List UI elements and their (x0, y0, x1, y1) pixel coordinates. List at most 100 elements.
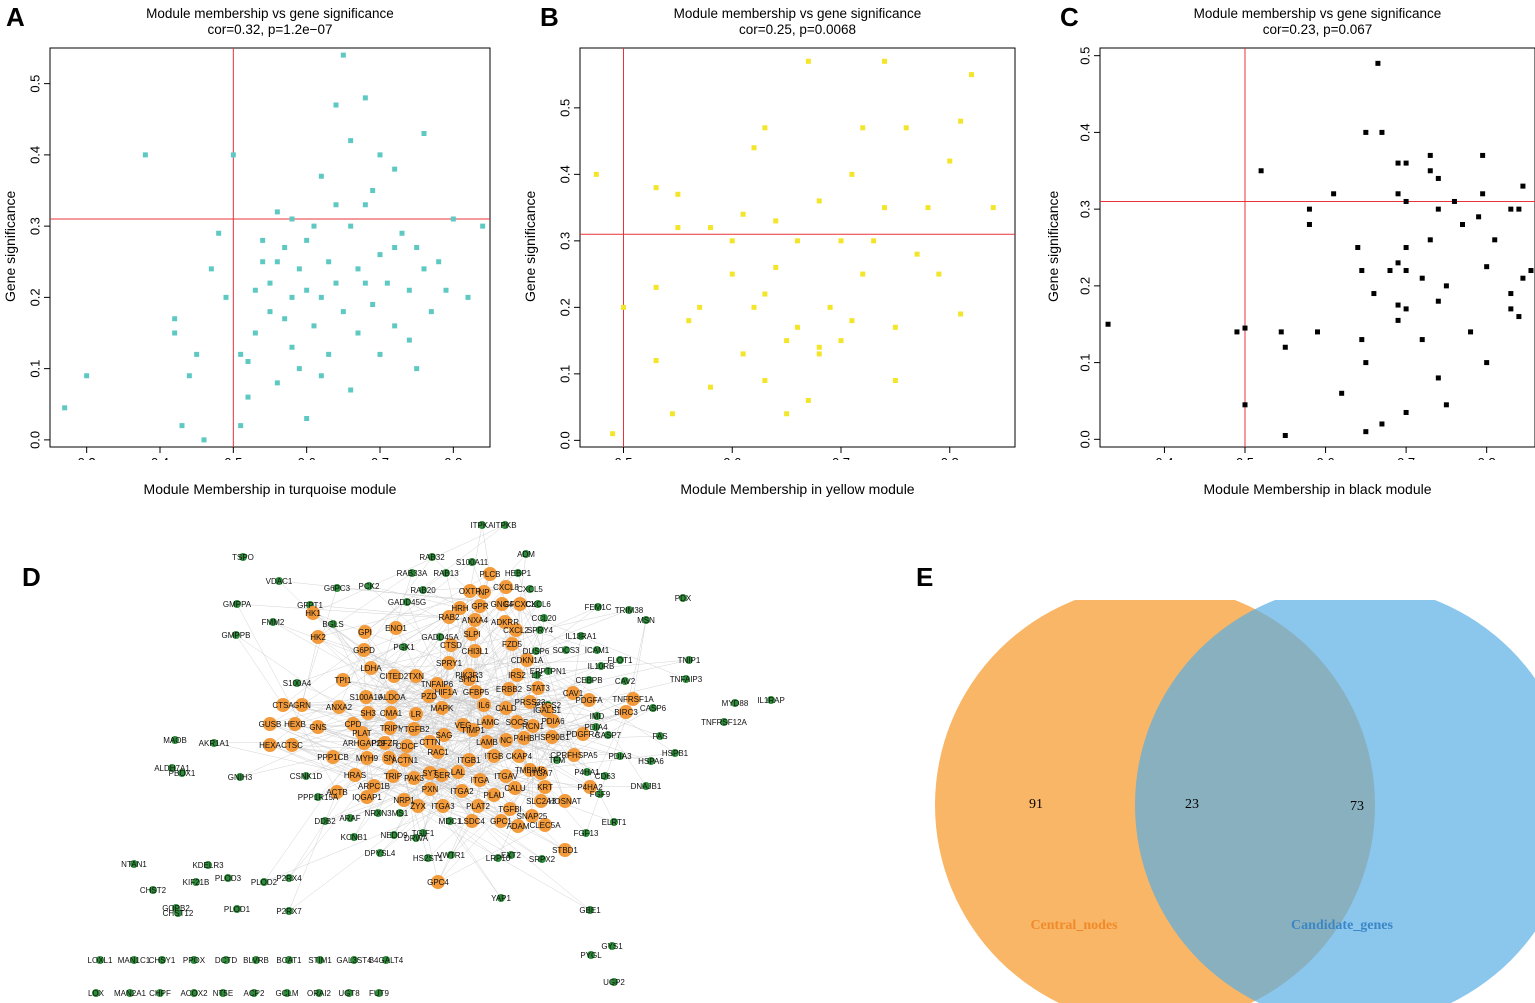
chart-a-point (172, 330, 178, 336)
network-node (360, 790, 374, 804)
network-edge (269, 723, 443, 776)
chart-b-ytick-label: 0.1 (557, 365, 572, 383)
network-node-label: TSPO (232, 553, 254, 562)
network-node-label: PDGFA (575, 696, 603, 705)
chart-c-point (1395, 260, 1401, 266)
chart-b-point (751, 145, 757, 151)
network-node (587, 951, 595, 959)
network-node-label: HS2ST1 (413, 854, 444, 863)
network-node (285, 874, 293, 882)
chart-b-point (740, 351, 746, 357)
chart-b-point (990, 205, 996, 211)
chart-a-point (179, 423, 185, 429)
network-node (477, 698, 491, 712)
network-node (499, 701, 513, 715)
chart-a-point (318, 173, 324, 179)
network-node (350, 956, 358, 964)
network-node (501, 521, 509, 529)
chart-c-point (1435, 175, 1441, 181)
network-node (583, 780, 597, 794)
network-node (538, 780, 552, 794)
chart-b-point (838, 338, 844, 344)
network-node-label: IL10RB (588, 662, 615, 671)
network-node-label: TPI1 (335, 676, 352, 685)
chart-a-point (384, 280, 390, 286)
network-edge (459, 607, 470, 680)
network-node (126, 989, 134, 997)
network-edge (459, 607, 597, 728)
chart-c-ytick-label: 0.3 (1077, 200, 1092, 218)
network-node-label: KRT (537, 783, 553, 792)
chart-b-point (882, 205, 887, 211)
network-node-label: YAP1 (491, 894, 511, 903)
network-node (171, 736, 179, 744)
chart-b-subtitle: cor=0.25, p=0.0068 (738, 22, 857, 37)
network-node-label: ITGA (471, 776, 490, 785)
network-node-label: GOPB2 (162, 904, 190, 913)
network-edge (338, 649, 365, 708)
network-node (419, 829, 427, 837)
network-node-label: PTGS2 (535, 701, 562, 710)
network-node-label: PLAU (484, 791, 505, 800)
network-node-label: CEBPB (575, 676, 602, 685)
chart-b-point (892, 378, 898, 383)
chart-b-point (849, 171, 855, 177)
network-node-label: PPOX (183, 956, 206, 965)
network-node (314, 793, 322, 801)
network-edge (404, 586, 507, 761)
network-node-label: BLVRB (243, 956, 269, 965)
network-node-label: GFPT1 (297, 601, 323, 610)
network-node-label: YTGFB2 (398, 725, 430, 734)
network-node-label: LR (411, 710, 421, 719)
venn-count-right: 73 (1350, 799, 1364, 814)
network-edge (263, 754, 575, 883)
network-node-label: ORAI2 (307, 989, 332, 998)
network-node (517, 731, 531, 745)
network-node-label: MYD88 (722, 699, 749, 708)
network-node-label: IL13RA1 (565, 632, 597, 641)
network-edge (301, 698, 634, 706)
network-node (536, 626, 544, 634)
network-node (439, 685, 453, 699)
chart-a-ytick-label: 0.2 (27, 288, 42, 306)
network-node-label: TIMP1 (461, 726, 485, 735)
network-node (239, 553, 247, 561)
network-node-label: PDX (675, 594, 692, 603)
network-node-label: ACOX2 (180, 989, 208, 998)
network-node-label: CXCL2 (503, 626, 529, 635)
network-node-label: CTSC (281, 741, 303, 750)
network-edge (373, 785, 591, 911)
network-node-label: TNIP1 (678, 656, 701, 665)
network-node (311, 630, 325, 644)
chart-c-point (1403, 306, 1409, 312)
network-node (130, 956, 138, 964)
network-node (510, 668, 524, 682)
network-node (481, 715, 495, 729)
chart-b-point (773, 264, 779, 270)
network-node (364, 661, 378, 675)
chart-a-point (238, 351, 244, 357)
network-node-label: IMD (590, 712, 605, 721)
network-node-label: CHI3L1 (461, 647, 489, 656)
network-node-label: IL6 (478, 701, 490, 710)
chart-a-point (406, 337, 412, 343)
network-edge (504, 621, 566, 802)
network-node-label: SER (434, 771, 451, 780)
network-node-label: GADD45G (388, 598, 426, 607)
chart-a-xtick-label: 0.6 (298, 455, 316, 460)
chart-c-xtick-label: 0.5 (1236, 455, 1254, 460)
network-edge (384, 742, 591, 911)
network-node-label: NRXN3 (364, 809, 392, 818)
network-node (473, 599, 487, 613)
chart-b-point (816, 198, 822, 204)
network-node (359, 690, 373, 704)
network-node-label: BCAT1 (276, 956, 302, 965)
network-node-label: ITGAV (494, 772, 518, 781)
network-node-label: SAG (436, 731, 453, 740)
network-node (190, 989, 198, 997)
network-node-label: ADM (517, 550, 535, 559)
network-node-label: IGALS1 (533, 706, 562, 715)
chart-c-point (1306, 221, 1312, 227)
network-node (465, 814, 479, 828)
network-node-label: SNAP25 (517, 812, 548, 821)
